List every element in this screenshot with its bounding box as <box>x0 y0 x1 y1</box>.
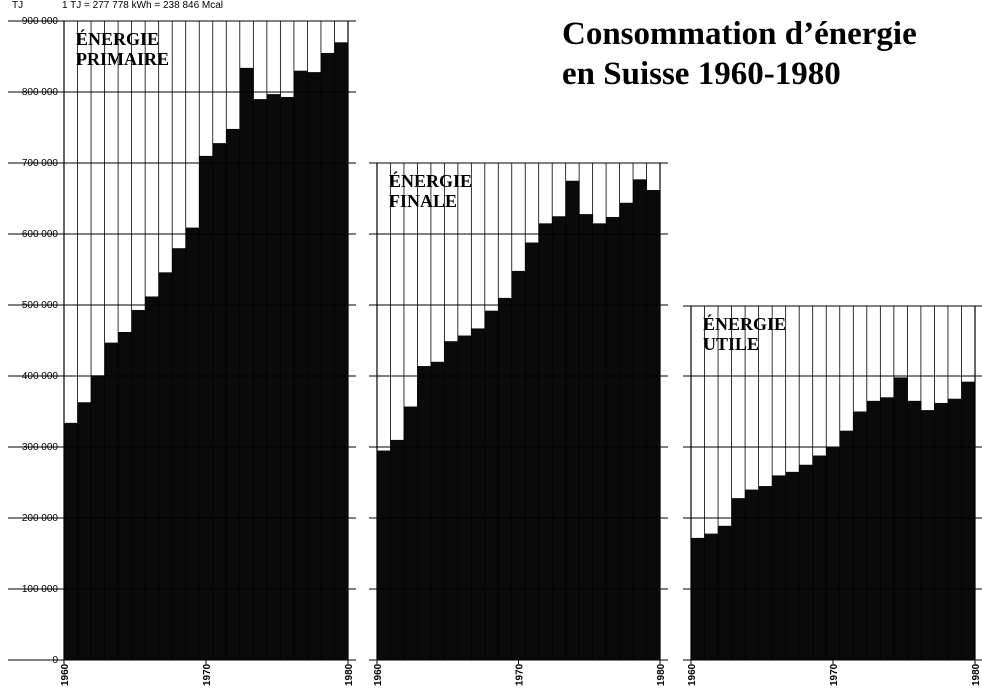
x-tick-label: 1980 <box>971 663 982 686</box>
bar <box>704 533 719 660</box>
y-axis-unit: TJ <box>12 0 24 11</box>
chart-title-line-2: en Suisse 1960-1980 <box>562 56 841 92</box>
x-tick-label: 1970 <box>515 663 526 686</box>
unit-conversion-note: 1 TJ = 277 778 kWh = 238 846 Mcal <box>62 0 224 11</box>
bar <box>691 537 706 660</box>
bar <box>812 455 827 660</box>
bar <box>785 471 800 660</box>
x-tick-label: 1960 <box>60 663 71 686</box>
bar <box>907 400 922 660</box>
x-tick-label: 1960 <box>373 663 384 686</box>
bar <box>64 422 79 660</box>
bar <box>239 67 254 661</box>
panel-label-line: ÉNERGIE <box>703 313 786 334</box>
bar <box>592 223 607 660</box>
bar <box>77 402 92 660</box>
bar <box>525 242 540 660</box>
bar <box>853 411 868 660</box>
bar <box>430 361 445 660</box>
bar <box>118 331 133 660</box>
bar <box>145 296 160 660</box>
bar <box>307 72 322 661</box>
bar <box>758 486 773 660</box>
bar <box>457 335 472 660</box>
panel-label-line: UTILE <box>703 334 759 354</box>
bar <box>538 223 553 660</box>
bar <box>417 366 432 660</box>
bar <box>552 216 567 660</box>
bar <box>212 143 227 660</box>
bar <box>579 214 594 660</box>
bar <box>104 342 119 660</box>
x-tick-label: 1980 <box>656 663 667 686</box>
bar <box>633 179 648 660</box>
bar <box>131 309 146 660</box>
bar <box>172 248 187 660</box>
bar <box>185 227 200 661</box>
panel-label-line: ÉNERGIE <box>389 170 472 191</box>
x-tick-label: 1960 <box>687 663 698 686</box>
bar <box>280 96 295 661</box>
bar <box>226 128 241 661</box>
panel-label-line: ÉNERGIE <box>76 28 159 49</box>
bar <box>498 297 513 660</box>
bar <box>377 450 391 660</box>
bar <box>772 475 787 660</box>
chart-title-line-1: Consommation d’énergie <box>562 16 917 52</box>
bar <box>334 42 349 661</box>
panel-label-line: PRIMAIRE <box>76 49 169 69</box>
bar <box>619 202 634 660</box>
x-tick-label: 1970 <box>202 663 213 686</box>
bar <box>158 272 173 660</box>
bar <box>947 398 962 660</box>
x-tick-label: 1970 <box>829 663 840 686</box>
bar <box>893 377 908 660</box>
bar <box>880 397 895 660</box>
bar <box>731 498 746 660</box>
bar <box>866 400 881 660</box>
bar <box>799 464 814 660</box>
bar <box>934 402 949 660</box>
bar <box>390 439 405 660</box>
bar <box>646 189 661 661</box>
bar <box>920 410 935 660</box>
x-tick-label: 1980 <box>344 663 355 686</box>
bar <box>745 489 760 660</box>
bar <box>826 447 841 660</box>
bar <box>565 180 580 660</box>
bar <box>961 381 976 660</box>
bar <box>199 155 214 660</box>
bar <box>606 216 621 660</box>
bar <box>293 70 308 660</box>
bar <box>253 99 268 661</box>
bar <box>403 406 418 660</box>
panel-label-line: FINALE <box>389 191 457 211</box>
bar <box>484 310 499 660</box>
bar <box>444 341 459 660</box>
bar <box>471 328 486 660</box>
bar <box>320 52 335 660</box>
bar <box>511 270 526 660</box>
bar <box>839 430 854 660</box>
bar <box>718 525 733 660</box>
bar <box>266 94 281 660</box>
